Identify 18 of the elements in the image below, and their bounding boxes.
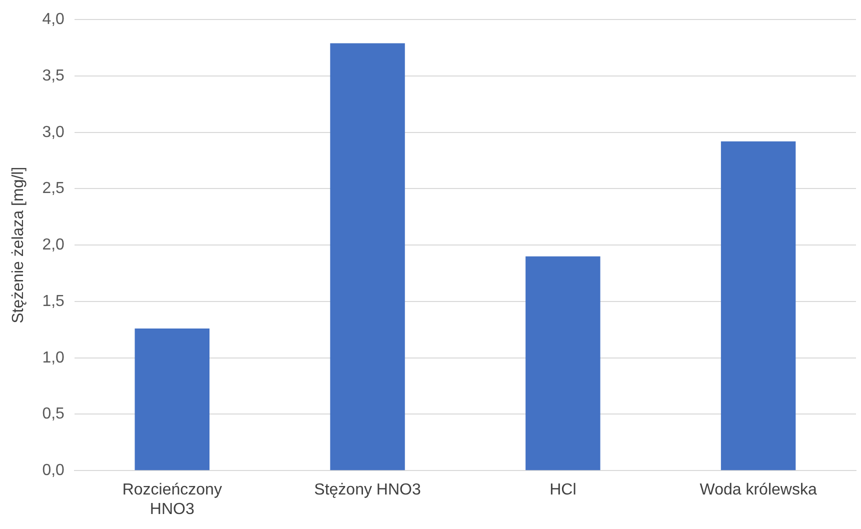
y-tick-label: 1,5 (42, 292, 65, 310)
x-tick-label: Woda królewska (700, 482, 817, 499)
y-tick-label: 3,5 (42, 67, 65, 84)
y-tick-label: 1,0 (42, 349, 65, 366)
y-tick-label: 0,0 (42, 462, 65, 480)
y-tick-label: 2,5 (42, 180, 65, 198)
y-axis-title: Stężenie żelaza [mg/l] (10, 166, 28, 324)
x-tick-label: Stężony HNO3 (314, 482, 421, 499)
bar (330, 43, 405, 470)
x-tick-label: HCl (550, 482, 576, 499)
bar (134, 328, 210, 470)
y-tick-label: 2,0 (42, 236, 65, 254)
bar (526, 256, 600, 470)
bar (720, 141, 796, 470)
x-tick-label: Rozcieńczony HNO3 (122, 482, 222, 518)
y-tick-label: 0,5 (42, 406, 65, 423)
y-tick-label: 3,0 (42, 124, 65, 141)
y-tick-label: 4,0 (42, 11, 65, 28)
